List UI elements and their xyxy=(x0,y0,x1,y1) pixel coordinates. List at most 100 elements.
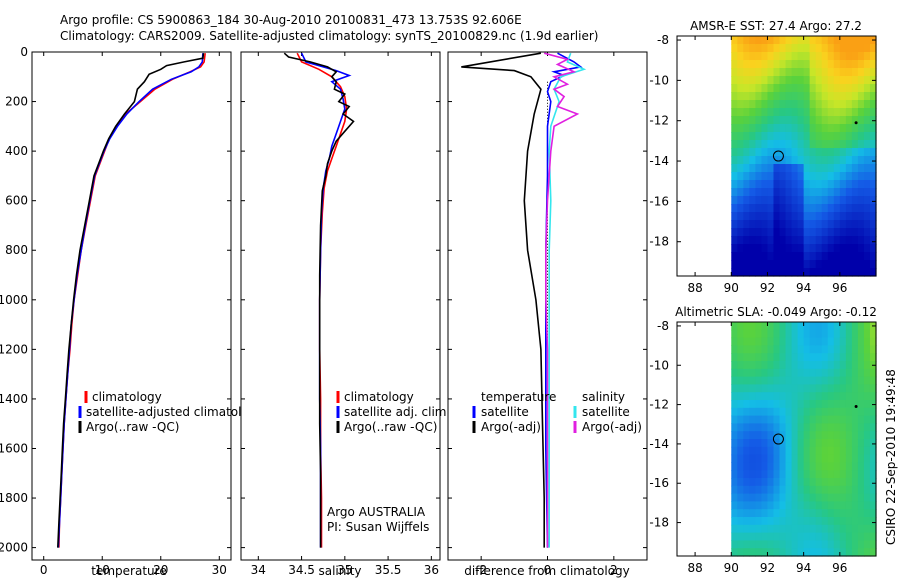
heatmap-cell xyxy=(869,407,877,417)
heatmap-cell xyxy=(809,532,817,541)
heatmap-cell xyxy=(809,100,817,109)
heatmap-cell xyxy=(749,244,756,253)
heatmap-cell xyxy=(761,509,769,518)
heatmap-cell xyxy=(779,244,787,253)
heatmap-cell xyxy=(749,337,756,346)
heatmap-cell xyxy=(797,478,805,487)
heatmap-cell xyxy=(743,439,750,448)
heatmap-cell xyxy=(743,76,750,85)
heatmap-cell xyxy=(809,400,817,409)
heatmap-cell xyxy=(755,76,763,85)
heatmap-cell xyxy=(845,252,853,261)
heatmap-cell xyxy=(809,478,817,487)
heatmap-cell xyxy=(809,407,817,417)
heatmap-cell xyxy=(737,132,744,141)
heatmap-cell xyxy=(797,454,805,463)
heatmap-cell xyxy=(833,260,841,269)
heatmap-cell xyxy=(803,322,811,331)
heatmap-cell xyxy=(755,470,763,479)
heatmap-cell xyxy=(761,392,769,401)
heatmap-cell xyxy=(791,156,799,165)
heatmap-cell xyxy=(779,68,787,77)
heatmap-cell xyxy=(737,524,744,534)
heatmap-cell xyxy=(857,376,865,385)
heatmap-cell xyxy=(851,470,859,479)
heatmap-cell xyxy=(827,220,835,229)
heatmap-cell xyxy=(749,196,756,205)
heatmap-cell xyxy=(833,204,841,213)
heatmap-cell xyxy=(779,268,787,277)
heatmap-cell xyxy=(803,132,811,141)
heatmap-cell xyxy=(797,44,805,53)
heatmap-cell xyxy=(827,540,835,549)
heatmap-cell xyxy=(731,212,738,221)
heatmap-cell xyxy=(737,353,744,362)
heatmap-cell xyxy=(821,493,829,502)
heatmap-cell xyxy=(845,188,853,197)
series-line-salinity-argo-adj- xyxy=(543,52,580,548)
heatmap-cell xyxy=(869,439,877,448)
heatmap-cell xyxy=(749,329,756,339)
heatmap-cell xyxy=(761,260,769,269)
heatmap-cell xyxy=(737,68,744,77)
heatmap-cell xyxy=(839,384,847,393)
heatmap-cell xyxy=(743,60,750,69)
y-tick-label: 1200 xyxy=(0,342,28,356)
heatmap-cell xyxy=(839,44,847,53)
heatmap-cell xyxy=(851,108,859,117)
heatmap-cell xyxy=(737,540,744,549)
heatmap-cell xyxy=(755,462,763,471)
heatmap-cell xyxy=(851,439,859,448)
heatmap-cell xyxy=(845,361,853,370)
heatmap-cell xyxy=(827,60,835,69)
heatmap-cell xyxy=(845,180,853,189)
heatmap-cell xyxy=(797,384,805,393)
heatmap-cell xyxy=(851,384,859,393)
heatmap-cell xyxy=(767,439,775,448)
heatmap-cell xyxy=(851,431,859,440)
heatmap-cell xyxy=(839,329,847,339)
heatmap-cell xyxy=(863,400,871,409)
heatmap-cell xyxy=(755,220,763,229)
heatmap-cell xyxy=(761,220,769,229)
heatmap-cell xyxy=(773,400,781,409)
heatmap-cell xyxy=(779,76,787,85)
heatmap-cell xyxy=(767,116,775,125)
heatmap-cell xyxy=(833,188,841,197)
heatmap-cell xyxy=(749,540,756,549)
heatmap-cell xyxy=(851,361,859,370)
heatmap-cell xyxy=(791,164,799,173)
heatmap-cell xyxy=(737,501,744,510)
heatmap-cell xyxy=(767,446,775,456)
heatmap-cell xyxy=(785,548,793,557)
heatmap-cell xyxy=(767,164,775,173)
heatmap-cell xyxy=(791,431,799,440)
heatmap-cell xyxy=(761,180,769,189)
heatmap-cell xyxy=(839,36,847,45)
heatmap-cell xyxy=(791,60,799,69)
heatmap-cell xyxy=(767,361,775,370)
heatmap-cell xyxy=(767,392,775,401)
heatmap-cell xyxy=(779,368,787,378)
heatmap-cell xyxy=(797,172,805,181)
heatmap-cell xyxy=(851,180,859,189)
heatmap-cell xyxy=(815,548,823,557)
heatmap-cell xyxy=(803,439,811,448)
heatmap-cell xyxy=(821,212,829,221)
heatmap-cell xyxy=(869,431,877,440)
heatmap-cell xyxy=(749,462,756,471)
heatmap-cell xyxy=(767,244,775,253)
heatmap-cell xyxy=(845,124,853,133)
heatmap-cell xyxy=(809,368,817,378)
heatmap-cell xyxy=(779,485,787,495)
heatmap-cell xyxy=(737,517,744,526)
heatmap-cell xyxy=(761,244,769,253)
heatmap-cell xyxy=(773,517,781,526)
heatmap-cell xyxy=(815,446,823,456)
heatmap-cell xyxy=(839,454,847,463)
heatmap-cell xyxy=(743,485,750,495)
heatmap-cell xyxy=(863,148,871,157)
heatmap-cell xyxy=(839,124,847,133)
heatmap-cell xyxy=(827,548,835,557)
heatmap-cell xyxy=(851,116,859,125)
